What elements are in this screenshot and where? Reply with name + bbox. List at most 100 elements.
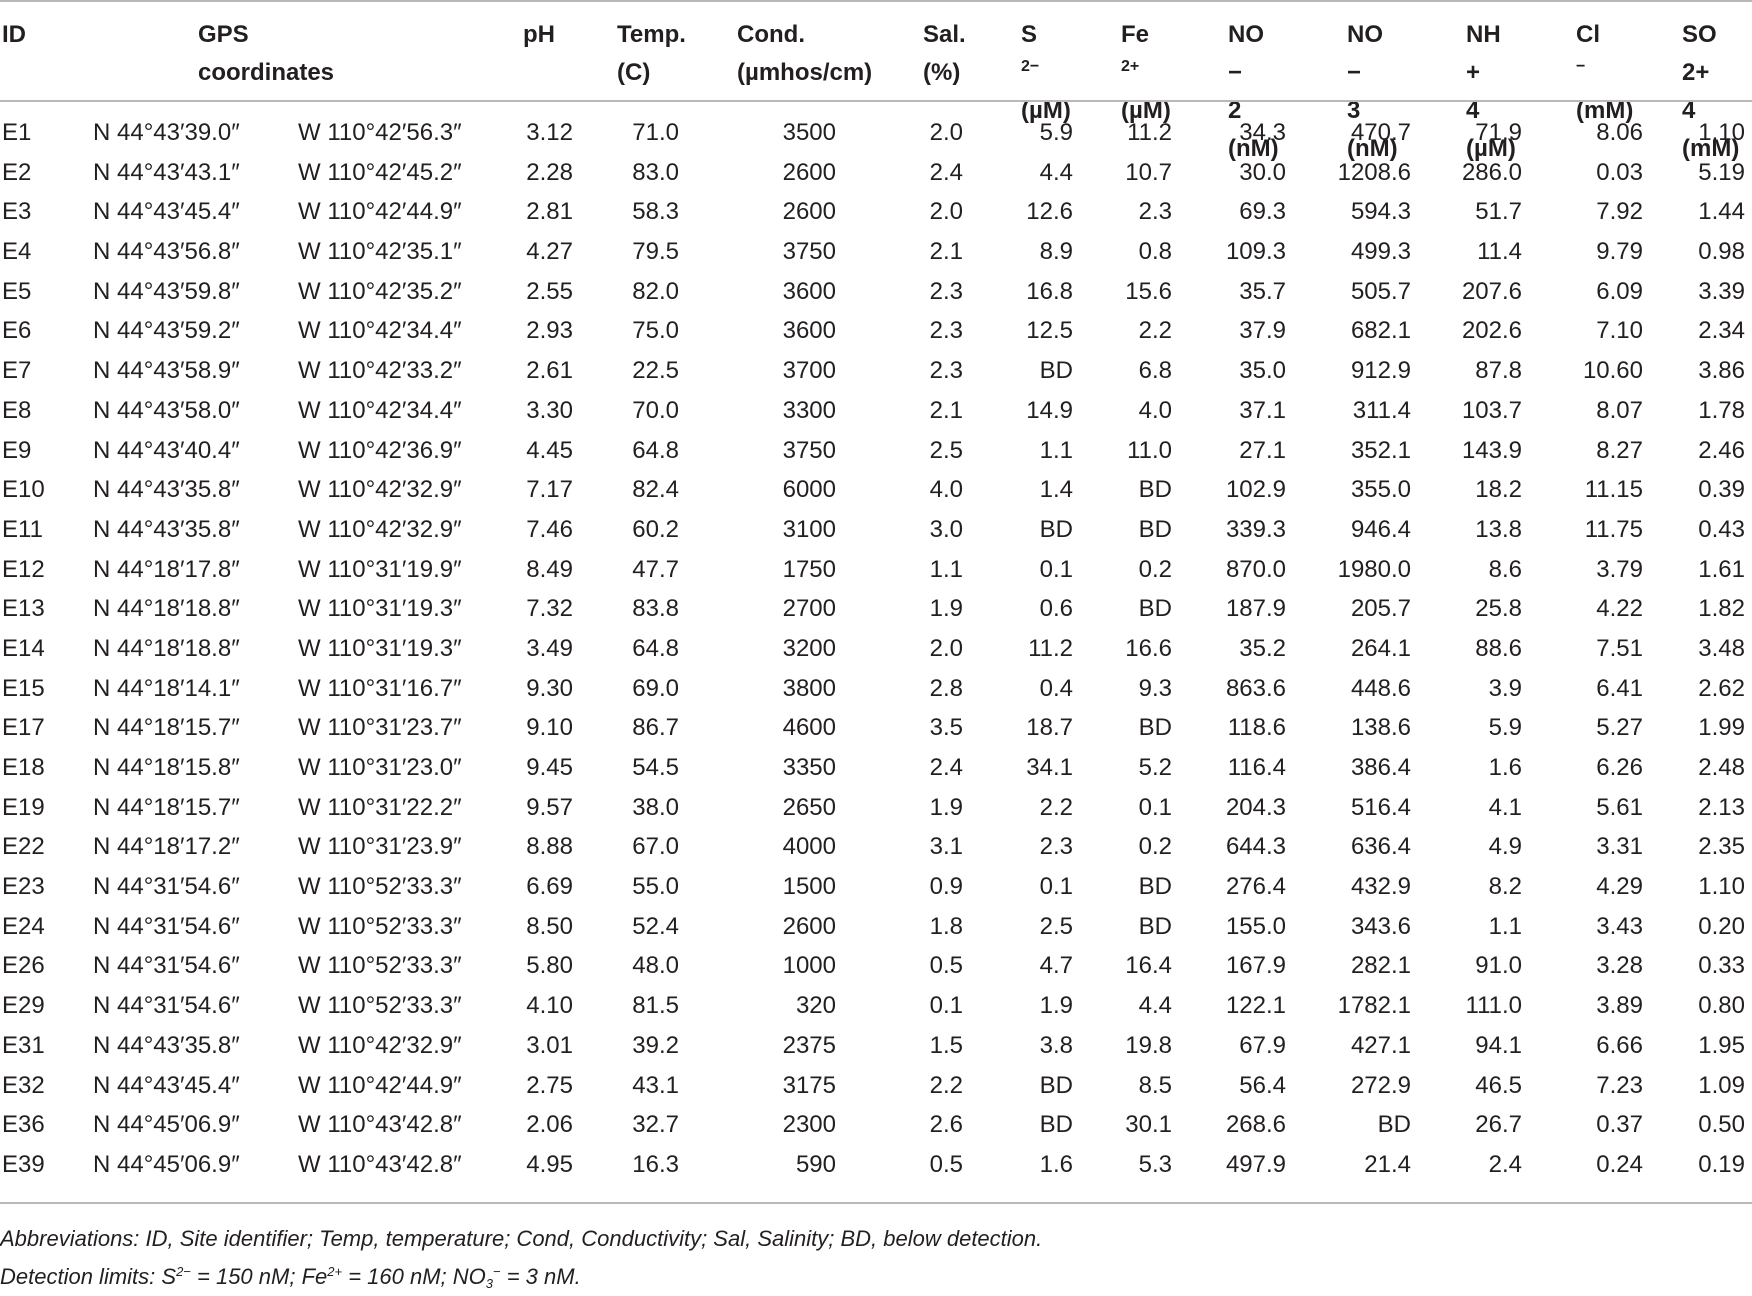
cell-gps-north: N 44°43′59.8″ [93, 277, 240, 305]
cell-id: E2 [2, 158, 32, 186]
cell-cond: 3800 [782, 674, 836, 702]
cell-ammonium: 143.9 [1461, 436, 1522, 464]
cell-ph: 4.10 [526, 992, 573, 1020]
table-row: E5 N 44°43′59.8″ W 110°42′35.2″ 2.55 82.0 360… [0, 272, 1752, 312]
cell-cond: 320 [795, 992, 836, 1020]
cell-sulfide: BD [1039, 1071, 1073, 1099]
cell-ammonium: 202.6 [1461, 317, 1522, 345]
table-row: E2 N 44°43′43.1″ W 110°42′45.2″ 2.28 83.0 260… [0, 153, 1752, 193]
cell-temp: 48.0 [632, 952, 679, 980]
cell-ammonium: 1.6 [1488, 754, 1522, 781]
cell-gps-north: N 44°31′54.6″ [93, 952, 240, 980]
cell-ammonium: 13.8 [1475, 515, 1522, 543]
cell-cond: 2600 [782, 158, 836, 186]
cell-id: E14 [2, 634, 45, 662]
cell-ammonium: 111.0 [1465, 992, 1523, 1020]
cell-nitrate: 594.3 [1350, 198, 1411, 226]
cell-nitrate: 355.0 [1350, 476, 1411, 504]
cell-iron: 0.1 [1138, 793, 1172, 821]
cell-gps-north: N 44°31′54.6″ [93, 873, 240, 901]
cell-ammonium: 1.1 [1488, 912, 1522, 940]
cell-sulfide: 0.6 [1039, 595, 1073, 623]
cell-nitrite: 116.4 [1227, 754, 1286, 781]
cell-sulfide: 0.4 [1039, 674, 1073, 702]
cell-iron: 11.2 [1127, 119, 1172, 146]
cell-nitrate: 432.9 [1350, 873, 1411, 901]
cell-nitrite: 37.9 [1239, 317, 1286, 345]
cell-temp: 32.7 [632, 1111, 679, 1139]
cell-gps-north: N 44°43′35.8″ [93, 476, 240, 504]
table-row: E17 N 44°18′15.7″ W 110°31′23.7″ 9.10 86.7 46… [0, 708, 1752, 748]
cell-sulfate: 1.61 [1698, 555, 1745, 583]
cell-gps-west: W 110°52′33.3″ [298, 952, 462, 980]
cell-gps-north: N 44°45′06.9″ [93, 1111, 240, 1139]
cell-ammonium: 207.6 [1461, 277, 1522, 305]
cell-sal: 2.1 [929, 396, 963, 424]
cell-id: E9 [2, 436, 32, 464]
table-row: E11 N 44°43′35.8″ W 110°42′32.9″ 7.46 60.2 31… [0, 510, 1752, 550]
cell-iron: 0.2 [1138, 555, 1172, 583]
cell-iron: BD [1138, 714, 1172, 742]
table-row: E24 N 44°31′54.6″ W 110°52′33.3″ 8.50 52.4 26… [0, 907, 1752, 947]
cell-temp: 83.8 [632, 595, 679, 623]
cell-ph: 3.30 [526, 396, 573, 424]
cell-cond: 3500 [782, 119, 836, 146]
cell-temp: 43.1 [632, 1071, 679, 1099]
cell-sal: 2.1 [929, 238, 963, 266]
cell-nitrate: 470.7 [1350, 119, 1411, 146]
cell-nitrite: 497.9 [1225, 1150, 1286, 1178]
cell-sulfide: BD [1039, 1111, 1073, 1139]
cell-sulfate: 5.19 [1698, 158, 1745, 186]
cell-ph: 2.75 [526, 1071, 573, 1099]
cell-sulfate: 3.86 [1698, 357, 1745, 385]
cell-chloride: 3.89 [1596, 992, 1643, 1020]
cell-id: E24 [2, 912, 45, 940]
cell-nitrite: 37.1 [1239, 396, 1286, 424]
cell-sulfide: 5.9 [1039, 119, 1073, 146]
cell-gps-north: N 44°18′17.2″ [93, 833, 240, 861]
cell-chloride: 3.79 [1596, 555, 1643, 583]
cell-gps-west: W 110°42′44.9″ [298, 1071, 462, 1099]
cell-cond: 4600 [782, 714, 836, 742]
cell-gps-west: W 110°42′32.9″ [298, 515, 462, 543]
cell-gps-north: N 44°18′15.8″ [93, 754, 240, 781]
cell-sulfide: 16.8 [1026, 277, 1073, 305]
cell-nitrite: 35.7 [1239, 277, 1286, 305]
cell-gps-north: N 44°18′14.1″ [93, 674, 240, 702]
cell-cond: 3350 [782, 754, 836, 781]
cell-iron: 2.3 [1138, 198, 1172, 226]
cell-chloride: 8.06 [1596, 119, 1643, 146]
cell-iron: 4.0 [1138, 396, 1172, 424]
cell-id: E12 [2, 555, 45, 583]
cell-cond: 3600 [782, 277, 836, 305]
cell-sal: 1.9 [929, 595, 963, 623]
cell-temp: 81.5 [632, 992, 679, 1020]
cell-gps-west: W 110°42′56.3″ [298, 119, 462, 146]
cell-sal: 1.5 [929, 1031, 963, 1059]
cell-sal: 2.4 [929, 158, 963, 186]
cell-chloride: 9.79 [1596, 238, 1643, 266]
cell-sulfide: 2.3 [1039, 833, 1073, 861]
cell-sulfide: 0.1 [1039, 555, 1073, 583]
cell-ph: 8.49 [526, 555, 573, 583]
cell-nitrite: 268.6 [1225, 1111, 1286, 1139]
cell-temp: 58.3 [632, 198, 679, 226]
cell-chloride: 3.43 [1596, 912, 1643, 940]
cell-id: E18 [2, 754, 45, 781]
cell-id: E11 [2, 515, 43, 543]
cell-ph: 7.32 [526, 595, 573, 623]
cell-id: E32 [2, 1071, 45, 1099]
cell-sal: 2.2 [929, 1071, 963, 1099]
cell-gps-north: N 44°43′58.0″ [93, 396, 240, 424]
cell-gps-west: W 110°42′32.9″ [298, 476, 462, 504]
header-gps: GPS coordinates [198, 21, 335, 86]
cell-iron: 6.8 [1138, 357, 1172, 385]
cell-ph: 2.81 [526, 198, 573, 226]
table-row: E9 N 44°43′40.4″ W 110°42′36.9″ 4.45 64.8 375… [0, 431, 1752, 471]
cell-id: E31 [2, 1031, 45, 1059]
cell-chloride: 7.92 [1596, 198, 1643, 226]
cell-sulfate: 2.48 [1698, 754, 1745, 781]
cell-sulfide: 4.4 [1039, 158, 1073, 186]
cell-iron: 30.1 [1125, 1111, 1172, 1139]
cell-cond: 2600 [782, 912, 836, 940]
